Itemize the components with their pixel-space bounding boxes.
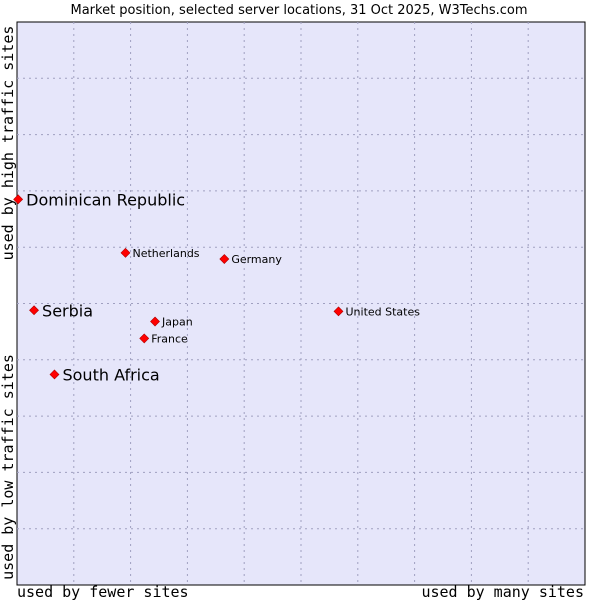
- data-point-germany: Germany: [219, 253, 282, 266]
- data-point-netherlands: Netherlands: [120, 247, 200, 260]
- point-marker: [333, 306, 344, 317]
- y-axis-label-bottom: used by low traffic sites: [0, 354, 17, 580]
- point-label: United States: [345, 305, 420, 318]
- points-layer: Dominican Republic Netherlands Germany Serb…: [13, 190, 420, 384]
- x-axis-label-right: used by many sites: [421, 583, 584, 600]
- point-label: France: [151, 332, 188, 345]
- point-label: South Africa: [62, 365, 159, 384]
- point-marker: [29, 305, 39, 316]
- chart-title: Market position, selected server locatio…: [70, 3, 527, 18]
- grid-lines: [17, 22, 585, 585]
- x-axis-label-left: used by fewer sites: [17, 583, 189, 600]
- point-label: Germany: [231, 253, 282, 266]
- point-marker: [219, 254, 230, 264]
- data-point-japan: Japan: [150, 316, 193, 329]
- y-axis-label-top: used by high traffic sites: [0, 26, 17, 261]
- point-label: Dominican Republic: [26, 190, 185, 209]
- data-point-united-states: United States: [333, 305, 420, 318]
- data-point-south-africa: South Africa: [49, 365, 160, 384]
- data-point-serbia: Serbia: [29, 301, 93, 320]
- point-marker: [150, 316, 160, 327]
- point-label: Serbia: [42, 301, 93, 320]
- point-label: Japan: [161, 316, 193, 329]
- data-point-dominican-republic: Dominican Republic: [13, 190, 185, 209]
- data-point-france: France: [139, 332, 188, 345]
- point-marker: [139, 333, 150, 344]
- point-marker: [13, 194, 24, 205]
- point-marker: [120, 247, 131, 258]
- point-marker: [49, 369, 60, 380]
- point-label: Netherlands: [132, 247, 199, 260]
